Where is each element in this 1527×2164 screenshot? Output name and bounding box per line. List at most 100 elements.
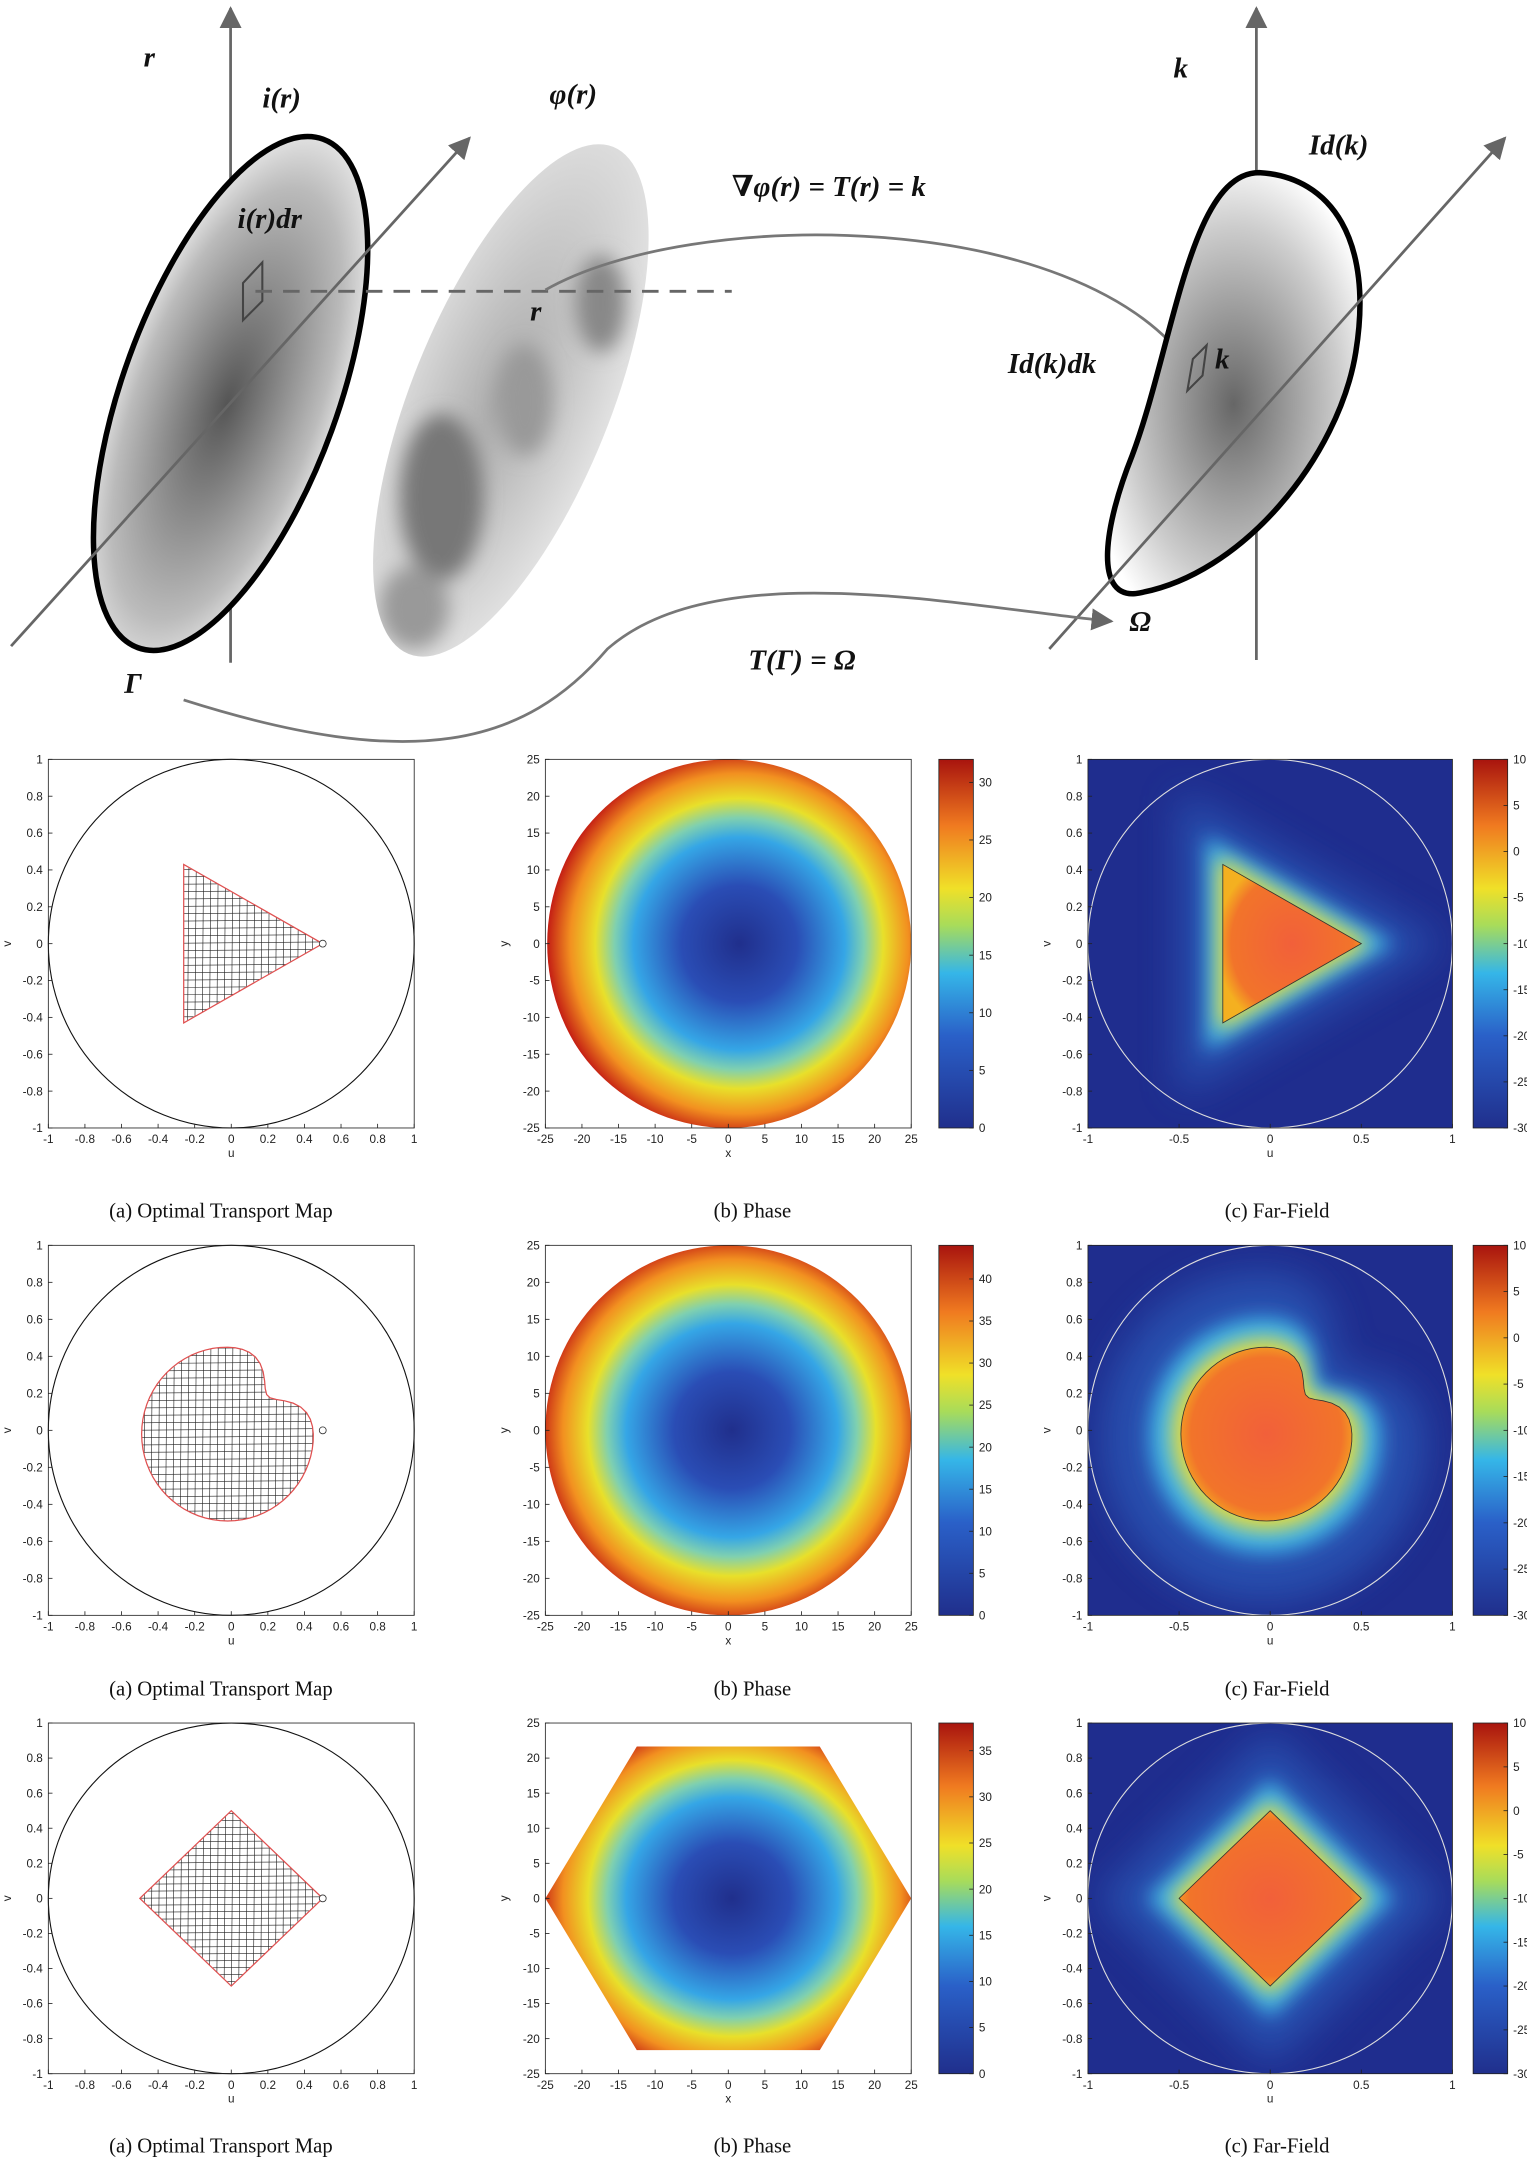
phase-map — [547, 759, 912, 1128]
x-tick-label: 0 — [228, 2079, 235, 2092]
colorbar-tick-label: -5 — [1513, 892, 1524, 905]
y-tick-label: -0.6 — [23, 1998, 43, 2011]
colorbar-tick-label: -20 — [1513, 1030, 1527, 1043]
y-tick-label: 20 — [527, 1752, 541, 1765]
y-tick-label: 0 — [533, 1424, 540, 1437]
x-tick-label: 0.5 — [1353, 1133, 1370, 1146]
x-tick-label: -1 — [43, 2079, 53, 2092]
x-tick-label: 0.2 — [260, 1621, 276, 1634]
axes-background — [48, 1245, 415, 1616]
x-tick-label: 15 — [832, 1621, 846, 1634]
y-tick-label: -0.4 — [1062, 1498, 1083, 1511]
phase-map — [545, 1746, 912, 2051]
colorbar-tick-label: 10 — [979, 1007, 993, 1020]
x-tick-label: 10 — [795, 2079, 809, 2092]
diagram: r i(r) φ(r) ∇φ(r) = T(r) = k i(r)dr r k … — [10, 6, 1507, 743]
colorbar-tick-label: -5 — [1513, 1378, 1524, 1391]
x-tick-label: 0 — [725, 2079, 732, 2092]
colorbar-tick-label: 0 — [1513, 1332, 1520, 1345]
x-tick-label: -1 — [1083, 1621, 1093, 1634]
y-tick-label: 0.6 — [27, 827, 43, 840]
x-tick-label: 0.8 — [369, 1621, 386, 1634]
x-tick-label: 15 — [832, 2079, 846, 2092]
y-tick-label: -1 — [1072, 1122, 1082, 1135]
x-tick-label: 1 — [411, 1621, 418, 1634]
y-tick-label: -10 — [523, 1963, 540, 1976]
x-tick-label: -15 — [610, 1133, 627, 1146]
colorbar-tick-label: 0 — [979, 1122, 986, 1135]
y-tick-label: 0.2 — [27, 1857, 43, 1870]
caption: (c) Far-Field — [1225, 2135, 1330, 2157]
x-tick-label: -0.8 — [75, 1133, 96, 1146]
target-boundary — [138, 1809, 324, 1987]
x-tick-label: -0.8 — [75, 2079, 96, 2092]
x-tick-label: 0.8 — [369, 2079, 386, 2092]
y-tick-label: -0.2 — [1062, 1928, 1082, 1941]
y-tick-label: -1 — [32, 2068, 42, 2081]
y-tick-label: -0.4 — [23, 1498, 44, 1511]
source-domain — [90, 133, 371, 654]
x-tick-label: 0 — [725, 1621, 732, 1634]
y-tick-label: 0 — [1076, 1424, 1083, 1437]
panel: -1 -0.5 0 0.5 1 -1 -0.8 -0.6 -0.4 -0.2 0 0.2 0.4 0.6 0… — [1041, 1239, 1527, 1700]
colorbar-tick-label: 20 — [979, 892, 993, 905]
y-tick-label: 0.6 — [1066, 827, 1082, 840]
panel: -1 -0.8 -0.6 -0.4 -0.2 0 0.2 0.4 0.6 0.8 1 -1 -0.8 -0… — [1, 1717, 417, 2157]
colorbar-tick-label: 15 — [979, 1929, 993, 1942]
y-tick-label: 15 — [527, 1313, 541, 1326]
y-axis-label: v — [1, 1427, 14, 1433]
y-tick-label: 15 — [527, 1787, 541, 1800]
x-tick-label: 20 — [868, 2079, 882, 2092]
y-tick-label: -0.2 — [1062, 1461, 1082, 1474]
colorbar-tick-label: -15 — [1513, 1471, 1527, 1484]
y-tick-label: -0.6 — [1062, 1998, 1082, 2011]
x-tick-label: -5 — [686, 2079, 697, 2092]
x-axis-label: u — [228, 1147, 235, 1160]
x-tick-label: -0.4 — [148, 2079, 169, 2092]
y-axis-label: y — [498, 1427, 511, 1433]
colorbar-tick-label: 10 — [1513, 1717, 1527, 1730]
colorbar-tick-label: 40 — [979, 1273, 993, 1286]
x-tick-label: -0.5 — [1169, 2079, 1190, 2092]
y-tick-label: -0.8 — [23, 2033, 44, 2046]
panel: -1 -0.5 0 0.5 1 -1 -0.8 -0.6 -0.4 -0.2 0 0.2 0.4 0.6 0… — [1041, 1717, 1527, 2157]
x-tick-label: -1 — [1083, 2079, 1093, 2092]
x-tick-label: 5 — [762, 2079, 769, 2092]
colorbar — [1472, 758, 1509, 1129]
colorbar-tick-label: 25 — [979, 834, 993, 847]
x-tick-label: -0.6 — [111, 1621, 131, 1634]
y-axis-label: y — [498, 941, 511, 947]
y-tick-label: -15 — [523, 1998, 540, 2011]
x-tick-label: 0 — [228, 1621, 235, 1634]
x-tick-label: 0.4 — [296, 1621, 313, 1634]
y-tick-label: -0.2 — [23, 975, 43, 988]
colorbar — [938, 1244, 974, 1616]
x-tick-label: -5 — [686, 1133, 697, 1146]
colorbar-tick-label: 20 — [979, 1883, 993, 1896]
x-tick-label: -25 — [537, 1133, 554, 1146]
x-tick-label: -0.6 — [111, 2079, 131, 2092]
x-tick-label: -0.5 — [1169, 1133, 1190, 1146]
x-tick-label: -0.2 — [185, 1133, 205, 1146]
x-axis-label: x — [725, 2093, 731, 2106]
x-tick-label: -10 — [647, 2079, 664, 2092]
y-tick-label: 0.6 — [27, 1787, 43, 1800]
colorbar-tick-label: 30 — [979, 1791, 993, 1804]
target-boundary — [183, 863, 324, 1024]
y-tick-label: -1 — [32, 1122, 42, 1135]
x-tick-label: -1 — [43, 1133, 53, 1146]
colorbar-tick-label: 5 — [1513, 1761, 1520, 1774]
y-tick-label: 0.4 — [1066, 1350, 1083, 1363]
colorbar-tick-label: -25 — [1513, 1563, 1527, 1576]
phase-field — [545, 1245, 912, 1616]
x-axis-label: x — [725, 1634, 731, 1647]
x-tick-label: 1 — [411, 1133, 418, 1146]
far-field — [1087, 1723, 1453, 2074]
y-tick-label: 5 — [533, 1387, 540, 1400]
x-tick-label: 1 — [1449, 1621, 1456, 1634]
y-tick-label: -5 — [529, 1461, 540, 1474]
x-tick-label: -25 — [537, 2079, 554, 2092]
y-axis-label: v — [1041, 941, 1054, 947]
colorbar-tick-label: 30 — [979, 1357, 993, 1370]
